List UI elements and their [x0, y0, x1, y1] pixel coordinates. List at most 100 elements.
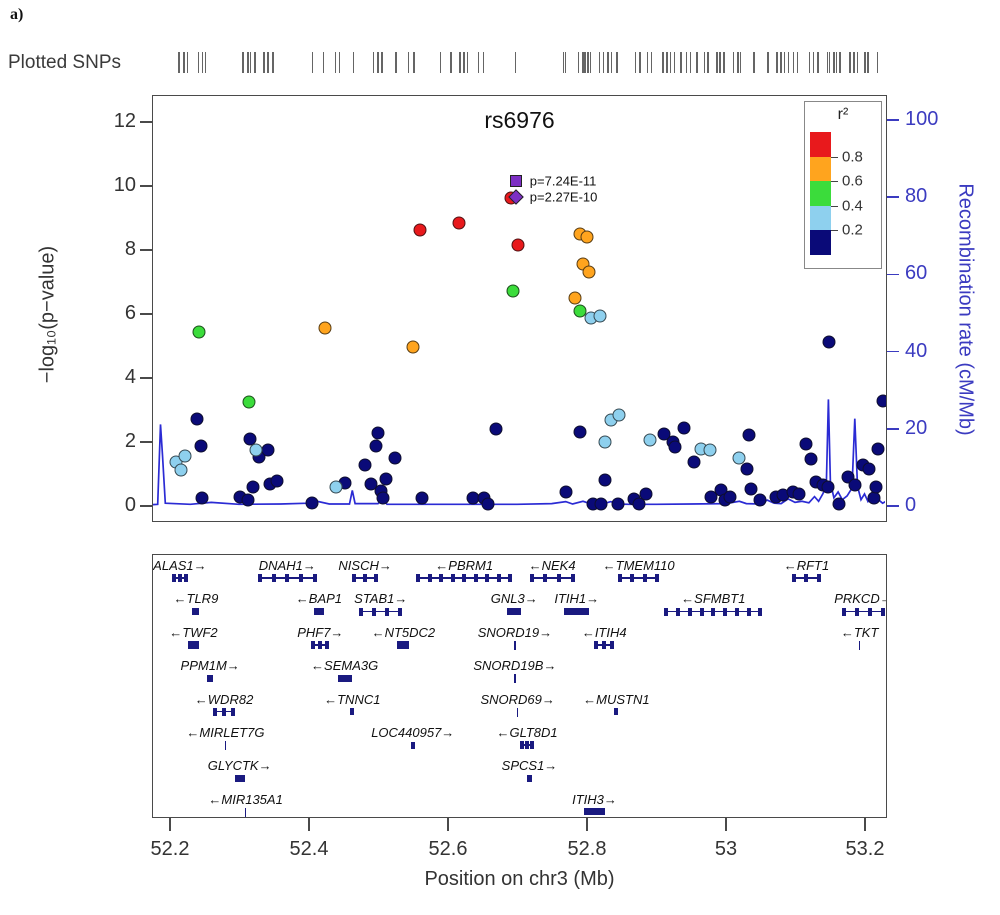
y-axis-right-tick [887, 428, 899, 430]
snp-rug-tick [716, 52, 718, 73]
x-axis-tick-label: 52.8 [567, 838, 607, 860]
gene-exon-block [183, 574, 188, 583]
snp-rug-tick [723, 52, 725, 73]
snp-point [871, 442, 885, 456]
gene-exon-block [325, 641, 330, 650]
gene-exon-block [642, 574, 647, 583]
gene-exon-block [804, 574, 809, 583]
r2-legend-swatch [810, 230, 831, 255]
snp-rug-tick [564, 52, 567, 73]
snp-rug-tick [780, 52, 782, 73]
gene-label: ←TKT [840, 624, 879, 640]
gene-label: STAB1→ [354, 591, 408, 607]
snp-point [744, 482, 758, 496]
snp-rug-tick [439, 52, 442, 73]
x-axis-tick [169, 818, 171, 831]
panel-label: a) [10, 6, 24, 23]
gene-bar [584, 808, 605, 816]
gene-exon-block [222, 707, 227, 716]
snp-point [568, 291, 582, 305]
snp-rug-tick [272, 52, 274, 73]
snp-point [190, 412, 204, 426]
x-axis-tick-label: 53.2 [845, 838, 885, 860]
snp-rug-tick [463, 52, 465, 73]
snp-point [639, 487, 653, 501]
snp-rug-tick [666, 52, 668, 73]
gene-label: PRKCD→ [834, 591, 887, 607]
r2-legend-tickmark [831, 156, 838, 158]
gene-bar [337, 674, 352, 682]
snp-rug-tick [450, 52, 452, 73]
gene-exon-block [373, 574, 378, 583]
gene-exon-block [318, 641, 323, 650]
snp-rug-tick [249, 52, 252, 73]
lead-snp-square-pvalue: p=7.24E-11 [529, 173, 597, 189]
gene-exon-block [664, 607, 669, 616]
snp-point [573, 425, 587, 439]
gene-exon-block [450, 574, 455, 583]
r2-legend-swatch [810, 156, 831, 182]
gene-exon-block [372, 607, 377, 616]
snp-point [723, 490, 737, 504]
snp-rug-tick [685, 52, 688, 73]
snp-point [869, 480, 883, 494]
snp-point [174, 463, 188, 477]
gene-exon-block [630, 574, 635, 583]
snp-rug-tick [669, 52, 672, 73]
gene-intron-line [791, 574, 822, 583]
gene-label: SNORD19→ [477, 624, 553, 640]
gene-label: DNAH1→ [258, 558, 316, 573]
gene-label: ITIH1→ [554, 591, 600, 607]
gene-label: ←PBRM1 [435, 558, 494, 573]
snp-point [753, 493, 767, 507]
snp-rug-tick [197, 52, 200, 73]
snp-rug-tick [247, 52, 249, 73]
gene-exon-block [880, 607, 885, 616]
plotted-snps-label: Plotted SNPs [8, 52, 121, 73]
gene-intron-line [617, 574, 660, 583]
gene-bar [514, 674, 516, 684]
snp-rug-tick [739, 52, 742, 73]
gene-exon-block [359, 607, 364, 616]
gene-bar [410, 741, 415, 749]
gene-label: NISCH→ [338, 558, 392, 573]
snp-point [192, 325, 206, 339]
gene-panel: ALAS1→ DNAH1→ NISCH→ ←PBRM1 ←NEK4 ←TMEM110 ←RF… [152, 554, 887, 818]
gene-exon-block [496, 574, 501, 583]
y-axis-tick [140, 185, 152, 187]
y-axis-right-tick [887, 350, 899, 353]
plotted-snps-rug [152, 52, 887, 74]
snp-point [195, 491, 209, 504]
x-axis-tick [586, 818, 588, 831]
snp-rug-tick [482, 52, 485, 73]
gene-exon-block [230, 707, 235, 716]
snp-rug-tick [828, 52, 831, 73]
gene-exon-block [401, 641, 406, 650]
snp-rug-tick [650, 52, 653, 73]
gene-exon-block [711, 607, 716, 616]
snp-rug-tick [776, 52, 778, 73]
gene-intron-line [311, 641, 330, 650]
snp-point [246, 480, 260, 494]
gene-exon-block [556, 574, 561, 583]
x-axis-tick [308, 818, 310, 831]
snp-rug-tick [853, 52, 855, 73]
snp-point [732, 451, 746, 465]
snp-rug-tick [178, 52, 180, 73]
snp-rug-tick [639, 52, 641, 73]
gene-exon-block [602, 641, 607, 650]
snp-rug-tick [833, 52, 835, 73]
snp-rug-tick [849, 52, 851, 73]
gene-intron-line [664, 607, 763, 616]
gene-intron-line [519, 741, 535, 750]
y-axis-right-tick [887, 119, 899, 121]
gene-label: ←WDR82 [194, 691, 254, 707]
gene-exon-block [867, 607, 872, 616]
snp-rug-tick [835, 52, 838, 73]
snp-rug-tick [201, 52, 204, 73]
gene-bar [507, 607, 522, 615]
snp-rug-tick [689, 52, 692, 73]
gene-label: SNORD19B→ [473, 658, 557, 674]
gene-exon-block [594, 641, 599, 650]
gene-exon-block [758, 607, 763, 616]
